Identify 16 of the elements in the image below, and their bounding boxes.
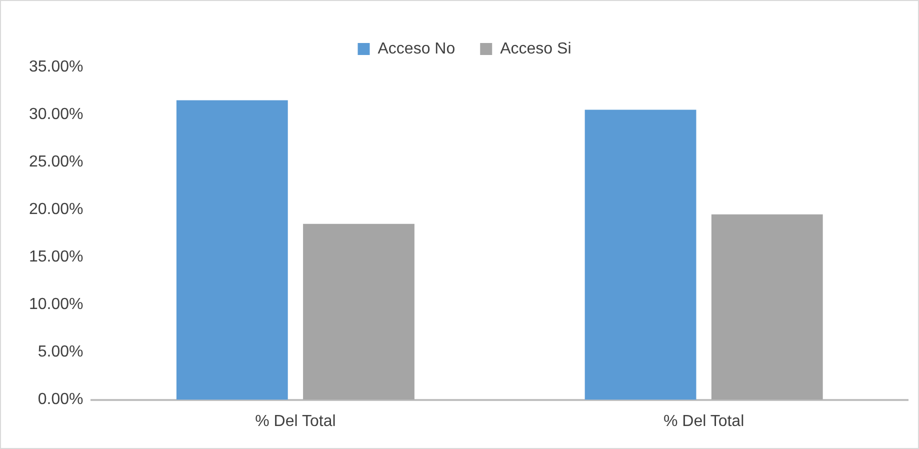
y-tick-label: 5.00% (38, 344, 84, 361)
legend-label: Acceso No (378, 40, 456, 58)
y-tick-label: 15.00% (29, 248, 84, 266)
y-tick-label: 25.00% (29, 153, 84, 170)
y-tick-label: 35.00% (29, 58, 84, 76)
bar (303, 224, 414, 400)
y-tick-label: 0.00% (38, 391, 84, 408)
x-tick-label: % Del Total (255, 412, 336, 430)
bar (176, 100, 288, 400)
legend-label: Acceso Si (500, 40, 572, 58)
y-tick-label: 10.00% (29, 296, 84, 314)
bar (711, 214, 823, 400)
y-tick-label: 30.00% (29, 106, 84, 123)
bar (584, 110, 696, 400)
x-tick-label: % Del Total (663, 412, 744, 430)
y-tick-label: 20.00% (29, 201, 84, 218)
